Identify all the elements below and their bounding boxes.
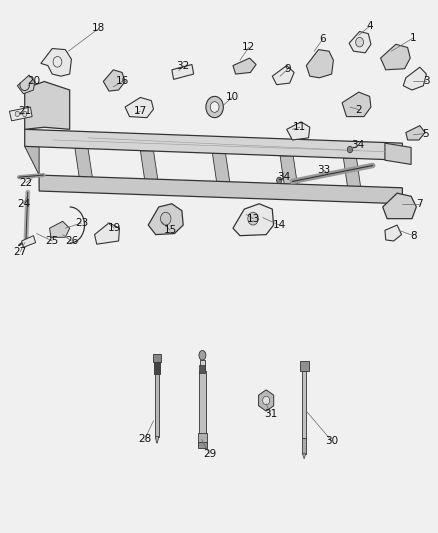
Polygon shape [287,122,310,140]
Polygon shape [25,82,70,130]
Polygon shape [385,225,402,241]
Polygon shape [383,193,417,219]
Text: 28: 28 [138,434,152,445]
Text: 26: 26 [65,236,78,246]
Polygon shape [233,58,256,74]
Polygon shape [406,126,425,140]
Text: 20: 20 [27,77,40,86]
Text: 6: 6 [320,34,326,44]
Polygon shape [381,44,410,70]
Polygon shape [25,147,39,175]
Circle shape [206,96,223,118]
Polygon shape [349,31,371,53]
Polygon shape [41,49,71,76]
Polygon shape [49,221,70,237]
Text: 13: 13 [247,214,260,224]
Circle shape [248,212,258,225]
Text: 18: 18 [92,23,106,34]
Polygon shape [306,50,333,78]
Polygon shape [155,437,159,443]
Text: 9: 9 [285,64,291,74]
Text: 17: 17 [134,106,147,116]
Polygon shape [385,143,411,165]
Polygon shape [302,454,306,459]
Text: 16: 16 [116,77,129,86]
Text: 29: 29 [203,449,216,458]
Text: 5: 5 [422,128,428,139]
Polygon shape [153,354,161,362]
Polygon shape [198,433,207,443]
Text: 34: 34 [351,140,364,150]
Polygon shape [198,442,207,448]
Text: 34: 34 [277,172,290,182]
Circle shape [22,111,27,117]
Text: 2: 2 [355,104,362,115]
Text: 33: 33 [317,165,330,175]
Text: 22: 22 [19,177,33,188]
Text: 11: 11 [293,122,307,132]
Circle shape [347,147,353,153]
Text: 19: 19 [108,223,121,233]
Polygon shape [10,107,32,121]
Polygon shape [21,236,35,247]
Text: 15: 15 [163,225,177,236]
Text: 4: 4 [366,21,373,31]
Text: 10: 10 [226,92,239,102]
Polygon shape [154,362,159,374]
Circle shape [15,111,19,117]
Text: 31: 31 [264,409,277,419]
Text: 3: 3 [423,77,430,86]
Polygon shape [141,151,158,180]
Text: 30: 30 [325,436,338,446]
Polygon shape [199,371,206,435]
Text: 32: 32 [177,61,190,70]
Circle shape [263,396,270,405]
Polygon shape [302,438,306,454]
Polygon shape [125,98,153,118]
Polygon shape [200,360,205,371]
Text: 12: 12 [242,43,255,52]
Polygon shape [172,64,194,79]
Circle shape [356,37,364,47]
Text: 24: 24 [17,199,30,209]
Polygon shape [25,130,403,160]
Circle shape [277,177,282,183]
Polygon shape [17,75,35,94]
Circle shape [53,56,62,67]
Text: 14: 14 [272,220,286,230]
Text: 21: 21 [18,106,32,116]
Polygon shape [280,156,297,186]
Polygon shape [148,204,183,235]
Ellipse shape [199,351,206,360]
Polygon shape [403,67,426,90]
Polygon shape [103,70,125,91]
Polygon shape [95,223,120,244]
Polygon shape [272,66,294,85]
Text: 8: 8 [410,231,417,241]
Text: 25: 25 [46,236,59,246]
Polygon shape [300,361,308,370]
Text: 1: 1 [410,33,417,43]
Polygon shape [199,365,205,373]
Polygon shape [233,204,274,236]
Polygon shape [302,370,306,439]
Polygon shape [343,158,361,189]
Text: 27: 27 [14,247,27,256]
Polygon shape [75,148,92,177]
Text: 23: 23 [75,218,88,228]
Polygon shape [39,175,403,204]
Text: 7: 7 [416,199,422,209]
Polygon shape [155,372,159,437]
Circle shape [210,102,219,112]
Polygon shape [342,92,371,117]
Polygon shape [212,154,230,183]
Circle shape [160,212,171,225]
